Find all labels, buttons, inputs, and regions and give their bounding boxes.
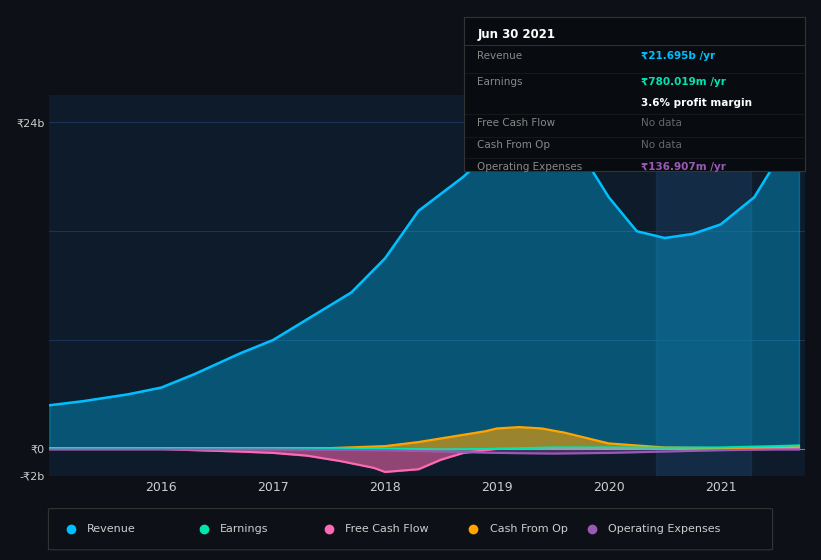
Text: Operating Expenses: Operating Expenses: [478, 161, 583, 171]
Text: Revenue: Revenue: [478, 51, 523, 60]
Text: ₹780.019m /yr: ₹780.019m /yr: [641, 77, 726, 87]
Text: No data: No data: [641, 140, 682, 150]
Text: Revenue: Revenue: [87, 524, 135, 534]
Text: Earnings: Earnings: [478, 77, 523, 87]
Text: Free Cash Flow: Free Cash Flow: [346, 524, 429, 534]
Text: Free Cash Flow: Free Cash Flow: [478, 119, 556, 128]
Text: Earnings: Earnings: [220, 524, 268, 534]
Text: ₹136.907m /yr: ₹136.907m /yr: [641, 161, 726, 171]
Text: ₹21.695b /yr: ₹21.695b /yr: [641, 51, 715, 60]
Text: Cash From Op: Cash From Op: [489, 524, 567, 534]
Bar: [656, 95, 751, 476]
Text: 3.6% profit margin: 3.6% profit margin: [641, 99, 752, 109]
Text: Cash From Op: Cash From Op: [478, 140, 551, 150]
Text: No data: No data: [641, 119, 682, 128]
Text: Operating Expenses: Operating Expenses: [608, 524, 720, 534]
Text: Jun 30 2021: Jun 30 2021: [478, 27, 556, 40]
